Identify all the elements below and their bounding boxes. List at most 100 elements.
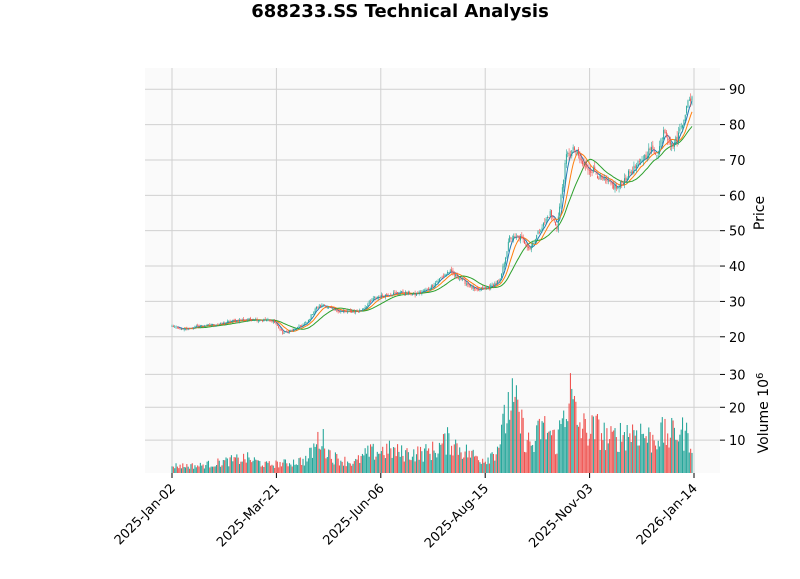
volume-bar <box>528 432 530 473</box>
candle-body <box>690 98 692 102</box>
candle-body <box>352 311 354 313</box>
volume-bar <box>259 461 261 473</box>
candle-body <box>422 290 424 292</box>
candle-body <box>341 310 343 312</box>
volume-bar <box>344 456 346 473</box>
volume-bar <box>245 462 247 473</box>
volume-bar <box>446 427 449 473</box>
volume-bar <box>457 454 459 473</box>
candle-body <box>378 296 380 298</box>
candle-body <box>614 184 616 190</box>
candle-body <box>569 154 571 156</box>
volume-bar <box>595 415 597 473</box>
x-tick-label: 2025-Jun-06 <box>320 481 387 548</box>
volume-bar <box>326 457 328 473</box>
candle-body <box>492 284 494 287</box>
candle-body <box>190 327 192 329</box>
volume-bar <box>474 456 476 473</box>
volume-bar <box>483 462 485 473</box>
volume-bar <box>317 431 319 473</box>
candle-body <box>610 182 612 184</box>
volume-bar <box>370 444 372 473</box>
volume-bar <box>205 465 207 473</box>
volume-bar <box>174 468 176 473</box>
volume-bar <box>537 420 539 473</box>
volume-bar <box>429 453 431 473</box>
candle-body <box>521 235 523 238</box>
volume-bar <box>226 458 228 473</box>
volume-bar <box>322 429 324 473</box>
candle-body <box>490 284 492 289</box>
candle-body <box>572 147 574 150</box>
candle-body <box>571 150 573 157</box>
candle-body <box>293 328 295 331</box>
candle-body <box>325 306 327 308</box>
volume-bar <box>355 458 357 473</box>
volume-bar <box>690 448 692 473</box>
volume-bar <box>264 461 266 473</box>
volume-bar <box>614 428 616 473</box>
volume-bar <box>491 452 493 473</box>
candle-body <box>471 284 473 289</box>
candle-body <box>333 308 335 310</box>
candle-body <box>664 129 666 134</box>
candle-body <box>295 328 297 330</box>
volume-bar <box>545 439 547 473</box>
candle-body <box>621 182 623 184</box>
candle-body <box>178 327 180 329</box>
candle-body <box>216 325 218 326</box>
volume-bar <box>397 444 399 473</box>
volume-bar <box>422 461 424 473</box>
candle-body <box>329 307 331 308</box>
volume-bar <box>644 438 646 473</box>
candle-body <box>425 289 427 291</box>
candle-body <box>457 278 459 280</box>
candle-body <box>233 319 235 321</box>
candle-body <box>221 323 223 324</box>
volume-bar <box>536 425 538 473</box>
volume-bar <box>578 426 580 473</box>
candle-body <box>478 289 480 291</box>
candle-body <box>283 332 285 334</box>
volume-bar <box>482 458 484 473</box>
x-tick-label: 2025-Nov-03 <box>526 481 596 551</box>
volume-bar <box>172 466 174 473</box>
candle-body <box>633 165 635 174</box>
candle-body <box>182 328 184 330</box>
volume-bar <box>510 410 512 473</box>
candle-body <box>328 306 330 309</box>
volume-bar <box>236 454 238 473</box>
volume-bar <box>433 450 435 473</box>
volume-bar <box>218 460 220 473</box>
candle-body <box>567 152 569 154</box>
volume-bar <box>609 439 611 473</box>
candle-body <box>236 320 238 322</box>
volume-bar <box>564 427 566 473</box>
candle-body <box>502 266 504 274</box>
volume-bar <box>372 443 374 473</box>
candle-body <box>565 154 567 164</box>
volume-bar <box>305 455 307 473</box>
volume-bar <box>257 460 259 473</box>
candle-body <box>187 327 189 330</box>
grid <box>145 68 720 473</box>
volume-bar <box>596 413 598 473</box>
candle-body <box>537 231 539 235</box>
candle-body <box>552 216 554 218</box>
volume-bar <box>367 445 369 473</box>
volume-bar <box>507 392 509 473</box>
volume-bar <box>249 459 251 473</box>
candle-body <box>197 325 199 327</box>
volume-bar <box>653 440 655 473</box>
volume-bar <box>175 463 177 473</box>
volume-bar <box>646 442 648 473</box>
candle-body <box>179 328 181 330</box>
candle-body <box>578 149 580 156</box>
candle-body <box>172 326 174 328</box>
price-tick-label: 50 <box>729 225 746 240</box>
volume-bar <box>183 466 185 473</box>
candle-body <box>659 146 661 155</box>
volume-bar <box>221 465 223 473</box>
volume-bar <box>617 451 619 473</box>
candle-body <box>209 324 211 326</box>
